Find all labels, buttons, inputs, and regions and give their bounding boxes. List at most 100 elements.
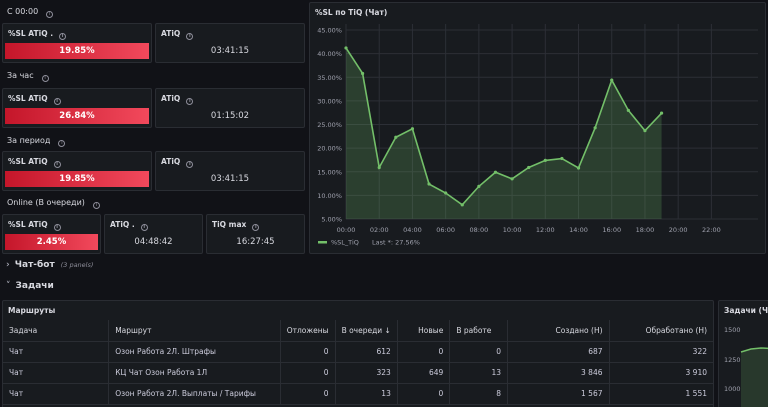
col-header-route[interactable]: Маршрут [108, 320, 281, 342]
info-icon[interactable]: i [92, 202, 100, 209]
data-point [410, 127, 415, 131]
y-tick-label: 35.00% [317, 74, 342, 82]
panel-title: TiQ max i [212, 220, 260, 231]
cell-route: Озон Работа 2Л. Штрафы [108, 341, 281, 363]
legend-label: %SL_TiQ [331, 239, 359, 247]
cell-processed: 322 [609, 341, 713, 363]
row-header-label: Задачи [15, 281, 54, 291]
cell-postponed: 0 [280, 362, 336, 384]
col-header-processed[interactable]: Обработано (Н) [609, 320, 713, 342]
col-header-postponed[interactable]: Отложены [280, 320, 336, 342]
panel-title: ATiQ i [161, 157, 194, 168]
cell-new: 649 [397, 362, 451, 384]
info-icon[interactable]: i [140, 224, 148, 231]
section-title-text: Online (В очереди) [7, 198, 85, 207]
col-header-new[interactable]: Новые [397, 320, 451, 342]
stat-panel-atiq-online: ATiQ . i 04:48:42 [104, 214, 203, 254]
section-title-text: За час [7, 71, 34, 80]
table-row[interactable]: Чат Озон Работа 2Л. Выплаты / Тарифы 0 1… [3, 383, 713, 405]
table-row[interactable]: Чат КЦ Чат Озон Работа 1Л 0 323 649 13 3… [3, 362, 713, 384]
x-tick-label: 20:00 [669, 226, 688, 234]
panel-title: ATiQ . i [110, 220, 148, 231]
data-point [560, 156, 564, 161]
info-icon[interactable]: i [186, 98, 194, 105]
routes-table: Задача Маршрут Отложены В очереди ↓ Новы… [3, 320, 713, 405]
cell-created: 3 846 [507, 362, 610, 384]
section-title-text: За период [7, 136, 51, 145]
section-title-since-midnight: С 00:00 i [7, 7, 54, 18]
y-tick-label: 15.00% [317, 168, 342, 176]
data-point [394, 135, 398, 139]
info-icon[interactable]: i [186, 33, 194, 40]
chart-panel-sl-tiq: %SL по TiQ (Чат) 5.00% 10.00% 15.00% 20.00%… [309, 2, 766, 254]
stat-value: 03:41:15 [210, 174, 250, 184]
cell-in-queue: 13 [335, 383, 398, 405]
col-header-in-queue[interactable]: В очереди ↓ [335, 320, 398, 342]
panel-title-text: ATiQ [161, 94, 181, 103]
cell-in-queue: 323 [335, 362, 398, 384]
legend-swatch [318, 241, 327, 244]
data-point [510, 177, 514, 181]
row-header-chatbot[interactable]: › Чат-бот (3 panels) [6, 260, 93, 270]
stat-value: 04:48:42 [134, 237, 173, 247]
info-icon[interactable]: i [186, 161, 194, 168]
row-header-tasks[interactable]: ˅ Задачи [6, 281, 54, 291]
x-tick-label: 04:00 [403, 226, 422, 234]
cell-route: Озон Работа 2Л. Выплаты / Тарифы [108, 383, 281, 405]
cell-task: Чат [3, 383, 110, 405]
x-tick-label: 14:00 [569, 226, 588, 234]
cell-in-work: 8 [449, 383, 508, 405]
tasks-chart-title: Задачи (Ча [724, 306, 768, 315]
info-icon[interactable]: i [58, 140, 66, 147]
section-title-text: С 00:00 [7, 7, 39, 16]
col-header-created[interactable]: Создано (Н) [507, 320, 610, 342]
x-tick-label: 06:00 [436, 226, 455, 234]
x-tick-label: 16:00 [602, 226, 621, 234]
info-icon[interactable]: i [41, 75, 49, 82]
data-point [543, 158, 547, 163]
cell-processed: 3 910 [609, 362, 713, 384]
section-title-per-period: За период i [7, 136, 66, 147]
panel-title: %SL ATiQ i [8, 220, 61, 231]
data-point [444, 191, 448, 195]
info-icon[interactable]: i [53, 224, 61, 231]
chevron-right-icon: › [6, 260, 10, 270]
stat-value: 2.45% [5, 234, 98, 250]
cell-task: Чат [3, 362, 110, 384]
info-icon[interactable]: i [252, 224, 260, 231]
info-icon[interactable]: i [59, 33, 67, 40]
stat-panel-sl-since-midnight: %SL ATiQ . i 19.85% [2, 23, 152, 63]
stat-value: 01:15:02 [210, 111, 250, 121]
sl-tiq-chart[interactable]: 5.00% 10.00% 15.00% 20.00% 25.00% 30.00% 35.00… [310, 3, 765, 253]
info-icon[interactable]: i [53, 98, 61, 105]
stat-panel-sl-per-period: %SL ATiQ i 19.85% [2, 151, 152, 191]
cell-route: КЦ Чат Озон Работа 1Л [108, 362, 281, 384]
panel-title: ATiQ i [161, 94, 194, 105]
stat-value: 19.85% [5, 43, 149, 59]
data-point [527, 165, 531, 170]
panel-title-text: %SL ATiQ [8, 94, 48, 103]
stat-value: 16:27:45 [236, 237, 275, 247]
info-icon[interactable]: i [46, 11, 54, 18]
routes-table-panel: Маршруты Задача Маршрут Отложены В очере… [2, 300, 714, 407]
y-tick-label: 20.00% [317, 145, 342, 153]
stat-panel-sl-online: %SL ATiQ i 2.45% [2, 214, 101, 254]
panel-title-text: %SL ATiQ . [8, 29, 54, 38]
col-header-in-work[interactable]: В работе [449, 320, 508, 342]
panel-title: ATiQ i [161, 29, 194, 40]
panel-title-text: ATiQ . [110, 220, 135, 229]
x-tick-label: 02:00 [370, 226, 389, 234]
cell-created: 687 [507, 341, 610, 363]
info-icon[interactable]: i [53, 161, 61, 168]
cell-in-queue: 612 [335, 341, 398, 363]
table-row[interactable]: Чат Озон Работа 2Л. Штрафы 0 612 0 0 687… [3, 341, 713, 363]
tasks-y-tick: 1250 [724, 356, 741, 364]
panel-title-text: %SL ATiQ [8, 157, 48, 166]
col-header-task[interactable]: Задача [3, 320, 110, 342]
cell-new: 0 [397, 341, 451, 363]
section-title-online: Online (В очереди) i [7, 198, 100, 209]
stat-panel-sl-per-hour: %SL ATiQ i 26.84% [2, 88, 152, 128]
cell-new: 0 [397, 383, 451, 405]
series-line [345, 47, 663, 206]
data-point [377, 165, 381, 170]
